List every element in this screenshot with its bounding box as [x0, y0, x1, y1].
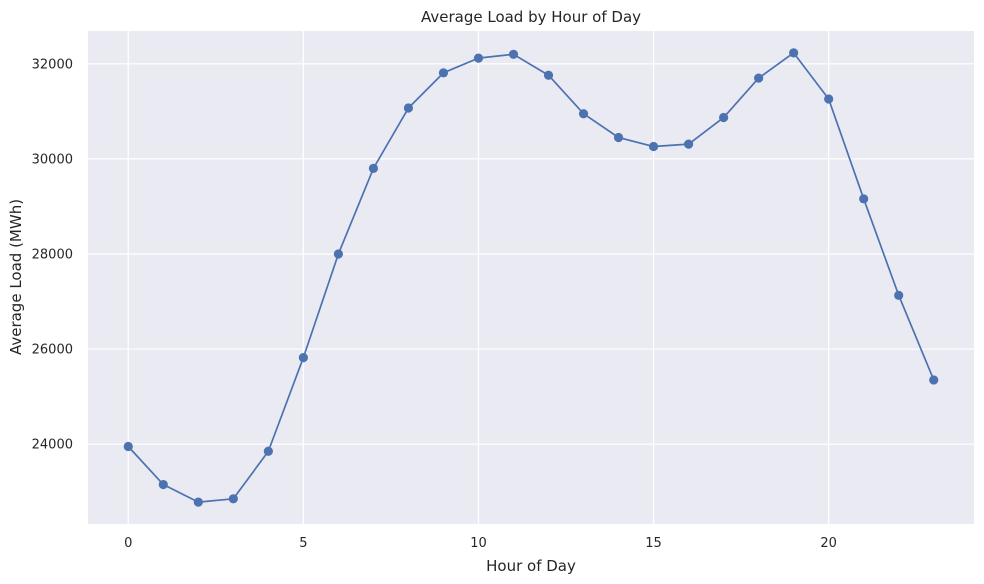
data-point — [683, 139, 694, 149]
data-point — [123, 441, 133, 452]
data-point — [473, 53, 484, 63]
x-tick-label: 20 — [820, 536, 837, 551]
data-point — [613, 132, 624, 143]
data-point — [298, 353, 308, 363]
series-layer — [123, 48, 939, 507]
data-point — [193, 497, 203, 507]
data-point — [403, 103, 414, 113]
data-point — [894, 290, 904, 300]
data-point — [719, 112, 729, 123]
data-point — [228, 494, 238, 504]
x-tick-label: 0 — [124, 536, 132, 551]
y-tick-label: 24000 — [32, 438, 73, 453]
data-point — [158, 479, 168, 490]
data-point — [508, 49, 519, 59]
x-axis-label: Hour of Day — [486, 557, 576, 575]
data-point — [263, 446, 273, 456]
y-tick-label: 28000 — [32, 247, 73, 262]
chart-title: Average Load by Hour of Day — [421, 8, 641, 26]
data-point — [438, 68, 449, 78]
x-tick-label: 10 — [470, 536, 487, 551]
y-tick-label: 30000 — [32, 152, 73, 167]
data-point — [789, 48, 799, 58]
series-line — [127, 52, 935, 503]
data-point — [543, 70, 554, 80]
data-point — [754, 73, 764, 83]
data-point — [648, 141, 659, 152]
x-tick-label: 5 — [299, 536, 307, 551]
y-axis-label: Average Load (MWh) — [7, 199, 25, 355]
data-point — [929, 375, 939, 385]
plot-background — [88, 31, 974, 524]
y-tick-label: 32000 — [32, 57, 73, 72]
data-point — [859, 194, 869, 204]
data-point — [578, 109, 589, 119]
x-tick-label: 15 — [645, 536, 662, 551]
tick-labels: 0 5 10 15 20 24000 26000 28000 30000 32000 — [32, 57, 837, 551]
data-point — [368, 163, 379, 173]
grid-lines — [88, 31, 974, 524]
data-point — [824, 94, 834, 104]
y-tick-label: 26000 — [32, 343, 73, 358]
data-point — [333, 249, 343, 259]
